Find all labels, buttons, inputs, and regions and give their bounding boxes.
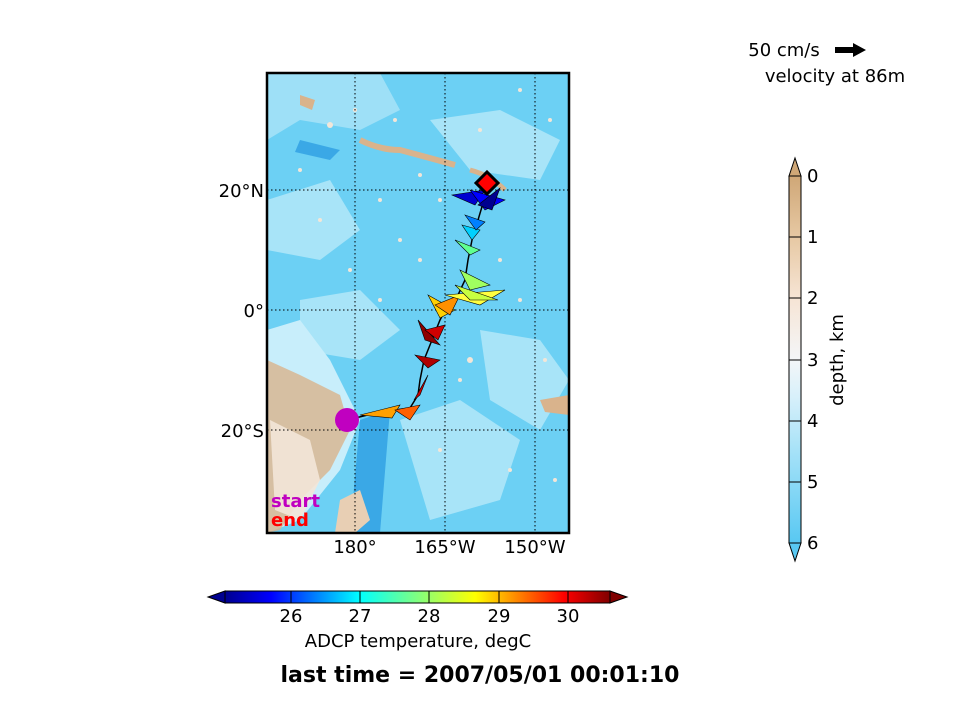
last-time-label: last time = 2007/05/01 00:01:10 — [281, 663, 680, 688]
end-legend: end — [271, 510, 309, 531]
map-graticule — [267, 73, 569, 533]
lat-label-20s: 20°S — [221, 421, 264, 442]
depth-tick-0: 0 — [807, 166, 818, 187]
start-marker — [335, 408, 359, 432]
depth-tick-1: 1 — [807, 227, 818, 248]
depth-colorbar-label: depth, km — [827, 314, 848, 406]
temperature-colorbar: 26 27 28 29 30 ADCP temperature, degC — [206, 590, 629, 652]
map-panel: 20°N 0° 20°S 180° 165°W 150°W start end — [219, 71, 571, 558]
temp-tick-27: 27 — [349, 606, 372, 627]
map-frame — [265, 71, 571, 535]
depth-tick-5: 5 — [807, 472, 818, 493]
velocity-key-arrow — [835, 43, 866, 57]
depth-tick-6: 6 — [807, 533, 818, 554]
depth-colorbar: 0 1 2 3 4 5 6 depth, km — [788, 156, 848, 563]
start-legend: start — [271, 491, 320, 512]
lon-label-180: 180° — [333, 537, 376, 558]
lat-label-20n: 20°N — [219, 181, 264, 202]
bathymetry — [267, 73, 569, 533]
lon-label-150w: 150°W — [504, 537, 565, 558]
cruise-track — [335, 169, 506, 432]
depth-tick-3: 3 — [807, 350, 818, 371]
velocity-key-label: 50 cm/s — [748, 40, 820, 61]
depth-tick-2: 2 — [807, 288, 818, 309]
end-marker — [473, 169, 501, 197]
velocity-key-caption: velocity at 86m — [765, 66, 905, 87]
depth-tick-4: 4 — [807, 411, 818, 432]
temp-tick-26: 26 — [280, 606, 303, 627]
temp-tick-30: 30 — [557, 606, 580, 627]
temp-tick-29: 29 — [488, 606, 511, 627]
temp-colorbar-label: ADCP temperature, degC — [305, 631, 531, 652]
temp-tick-28: 28 — [418, 606, 441, 627]
velocity-key: 50 cm/s velocity at 86m — [748, 40, 905, 87]
lon-label-165w: 165°W — [414, 537, 475, 558]
lat-label-0: 0° — [244, 301, 264, 322]
